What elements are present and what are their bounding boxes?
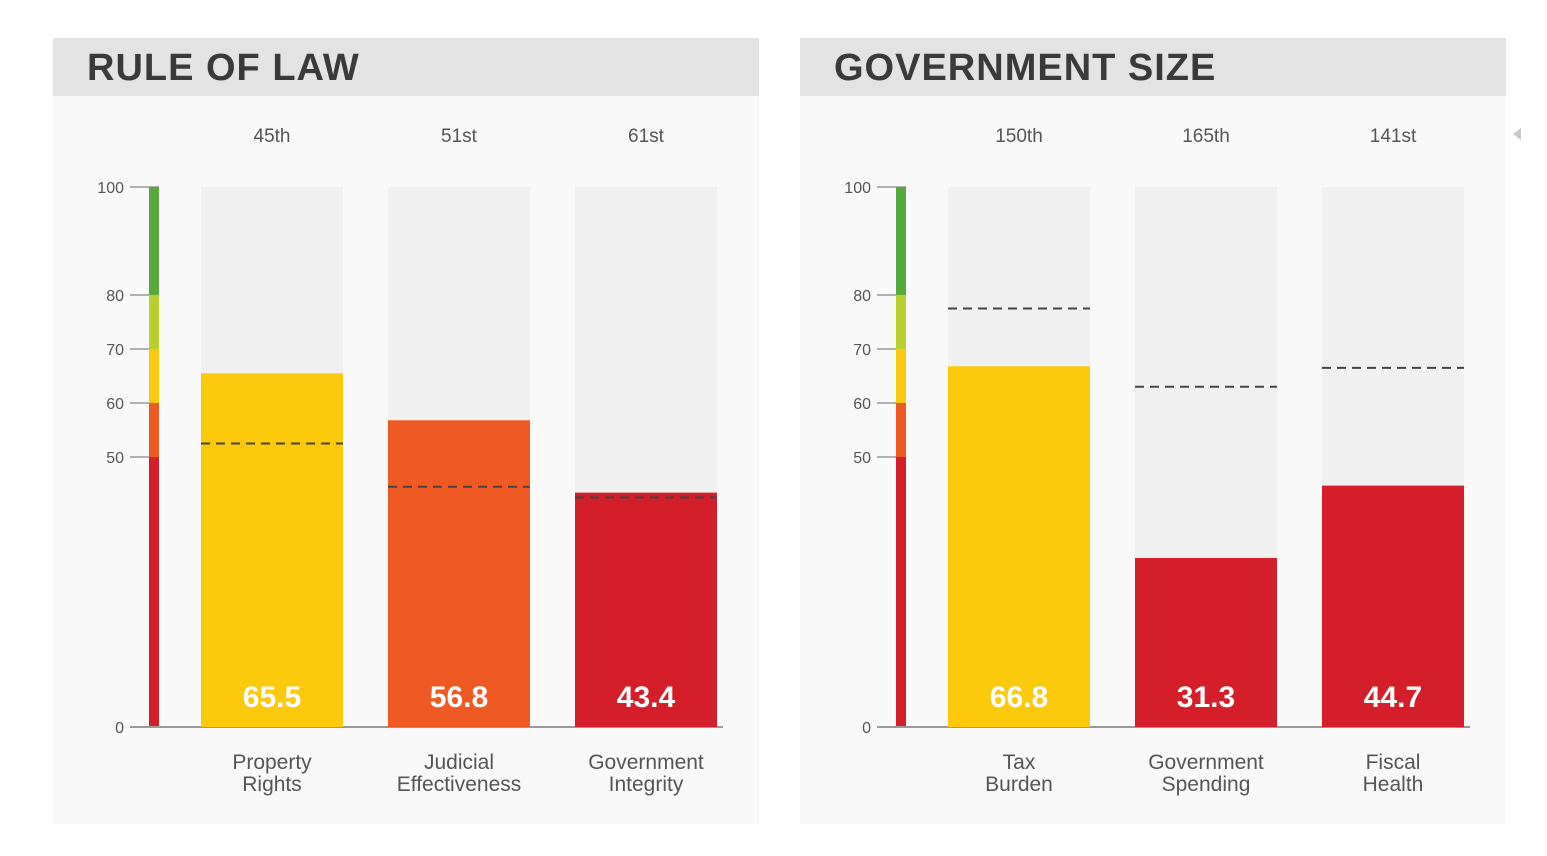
chart-title: RULE OF LAW (87, 47, 360, 89)
category-label: Spending (1162, 773, 1251, 796)
scale-band (896, 349, 906, 403)
bar (575, 492, 717, 727)
scale-band (149, 187, 159, 295)
y-tick-label: 60 (853, 396, 871, 413)
government-size-header: GOVERNMENT SIZE (800, 38, 1506, 96)
scale-band (896, 187, 906, 295)
y-tick-label: 0 (115, 720, 124, 737)
category-label: Integrity (609, 773, 684, 796)
scroll-left-arrow-icon[interactable] (1513, 128, 1521, 140)
y-tick-label: 50 (106, 450, 124, 467)
y-tick-label: 80 (106, 288, 124, 305)
bar (388, 420, 530, 727)
rank-label: 51st (441, 126, 478, 147)
y-tick-label: 100 (844, 180, 871, 197)
category-label: Burden (985, 773, 1053, 796)
category-label: Fiscal (1366, 751, 1421, 774)
category-label: Effectiveness (397, 773, 522, 796)
y-tick-label: 70 (853, 342, 871, 359)
y-tick-label: 60 (106, 396, 124, 413)
category-label: Rights (242, 773, 302, 796)
category-label: Government (588, 751, 704, 774)
scale-band (149, 349, 159, 403)
scale-band (149, 403, 159, 457)
y-tick-label: 70 (106, 342, 124, 359)
data-label: 44.7 (1364, 681, 1422, 714)
y-tick-label: 80 (853, 288, 871, 305)
rank-label: 141st (1370, 126, 1417, 147)
bar (1135, 557, 1277, 727)
category-label: Health (1363, 773, 1424, 796)
scale-band (149, 295, 159, 349)
rank-label: 165th (1182, 126, 1230, 147)
rank-label: 61st (628, 126, 665, 147)
category-label: Government (1148, 751, 1264, 774)
rank-label: 45th (254, 126, 291, 147)
data-label: 31.3 (1177, 681, 1235, 714)
rule-of-law-header: RULE OF LAW (53, 38, 759, 96)
scale-band (896, 403, 906, 457)
chart-title: GOVERNMENT SIZE (834, 47, 1217, 89)
scale-band (149, 457, 159, 727)
category-label: Judicial (424, 751, 494, 774)
scale-band (896, 457, 906, 727)
scale-band (896, 295, 906, 349)
bar (948, 366, 1090, 727)
data-label: 66.8 (990, 681, 1048, 714)
category-label: Property (232, 751, 312, 774)
bar (201, 373, 343, 727)
rule-of-law-panel: RULE OF LAW 0 50 60 70 80 100 65.5 45th Property… (53, 38, 759, 824)
data-label: 56.8 (430, 681, 488, 714)
rank-label: 150th (995, 126, 1043, 147)
government-size-panel: GOVERNMENT SIZE 0 50 60 70 80 100 66.8 150th Tax… (800, 38, 1506, 824)
y-tick-label: 0 (862, 720, 871, 737)
data-label: 43.4 (617, 681, 676, 714)
data-label: 65.5 (243, 681, 301, 714)
bar (1322, 485, 1464, 727)
y-tick-label: 100 (97, 180, 124, 197)
category-label: Tax (1003, 751, 1036, 774)
y-tick-label: 50 (853, 450, 871, 467)
